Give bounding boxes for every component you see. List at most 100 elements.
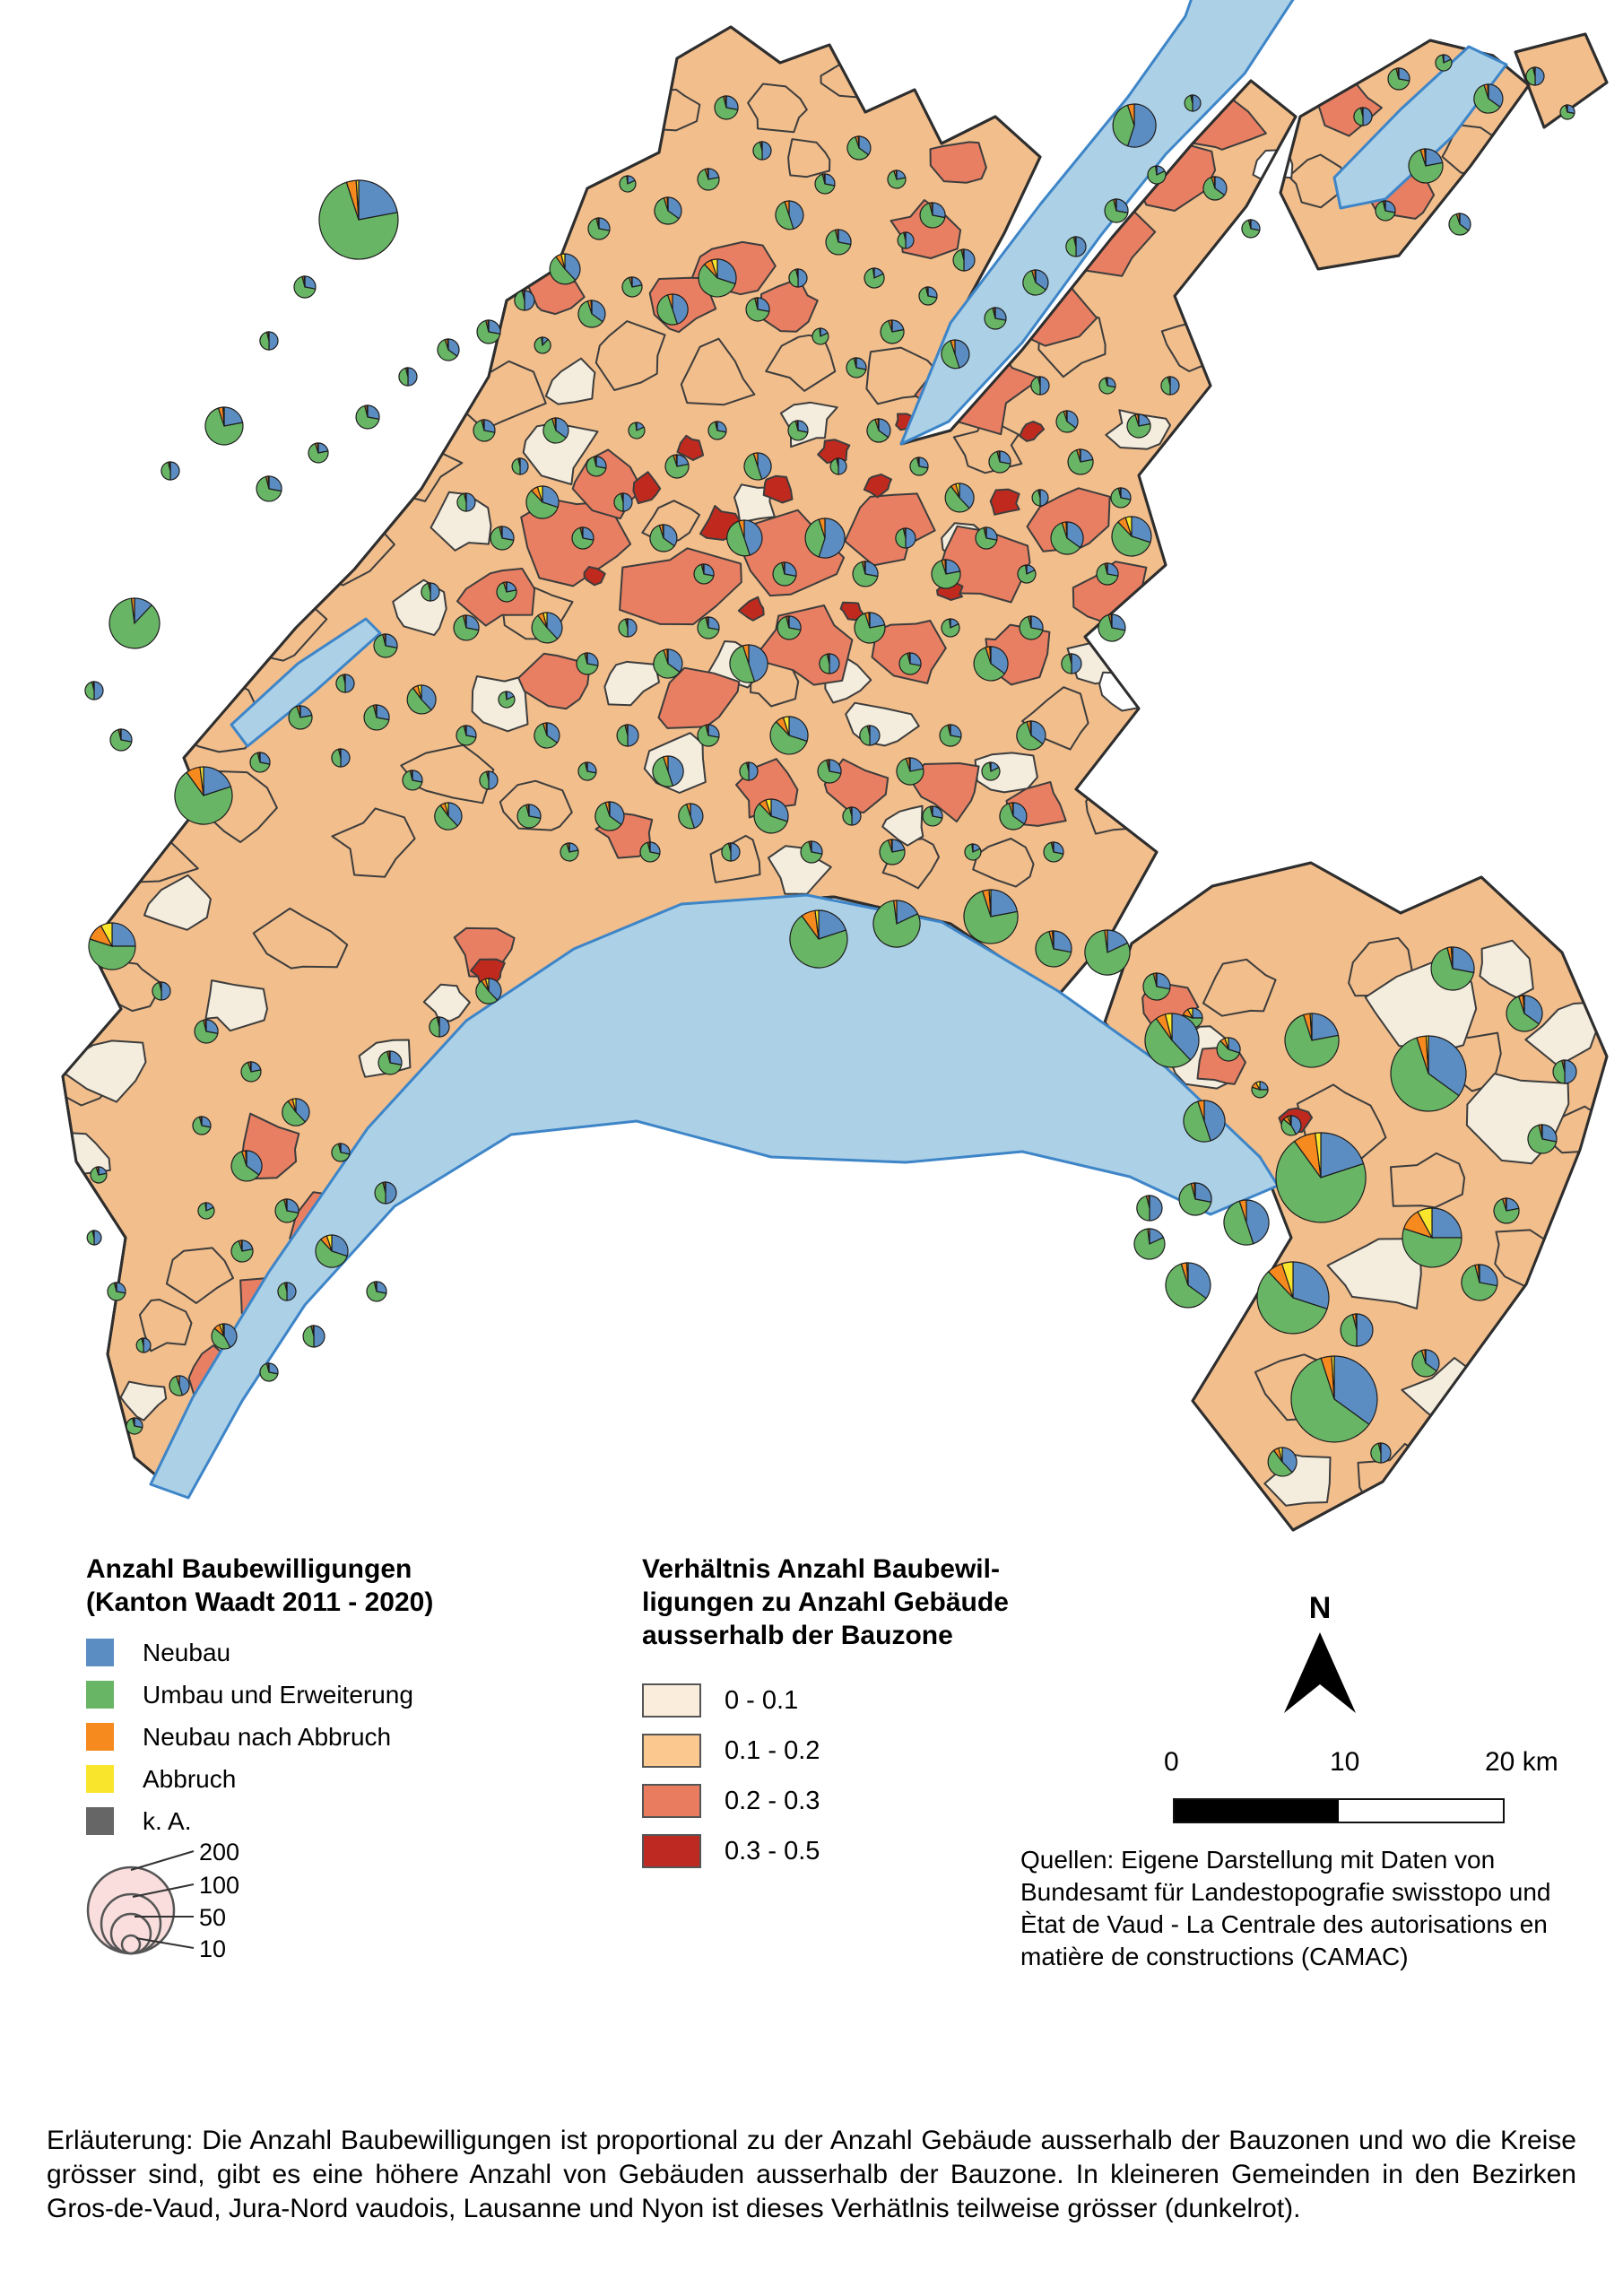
pie-slice [343,674,346,684]
pie-chart [534,722,560,749]
pie-chart [1110,487,1132,509]
pie-slice [282,1100,307,1126]
pie-slice [726,520,751,557]
pie-slice [525,490,559,519]
pie-chart [84,681,104,700]
pie-slice [609,801,625,826]
pie-chart [941,339,970,370]
pie-slice [1061,653,1072,674]
legend-item-ka: k. A. [86,1800,588,1842]
pie-slice [1096,562,1119,586]
pie-slice [872,267,875,279]
pie-chart [1527,1124,1558,1154]
pie-slice [743,519,763,556]
pie-chart [941,618,960,638]
pie-slice [984,307,1007,330]
pie-chart [1055,410,1079,433]
pie-slice [796,268,799,279]
pie-chart [1290,1355,1378,1443]
pie-slice [92,681,95,691]
pie-slice [1136,1195,1150,1222]
pie-slice [908,757,911,772]
municipality-area [844,492,936,567]
pie-slice [788,268,799,288]
pie-chart [772,561,797,587]
pie-slice [904,527,907,539]
pie-chart [825,229,852,256]
pie-chart [787,420,809,441]
pie-slice [1034,269,1037,283]
pie-slice [1249,219,1252,230]
pie-slice [421,582,431,602]
neubau-nach-abbruch-color-swatch [86,1723,114,1751]
pie-slice [339,748,342,759]
legend-item-umbau: Umbau und Erweiterung [86,1674,588,1716]
pie-slice [194,1019,219,1044]
municipality-area [165,1247,234,1304]
pie-slice [817,759,842,784]
pie-chart [1280,1115,1302,1136]
legend-item-label: k. A. [143,1806,192,1835]
pie-slice [595,456,597,467]
pie-slice [161,461,171,481]
pie-slice [465,492,476,512]
pie-slice [707,421,727,440]
pie-slice [630,276,633,288]
pie-slice [618,618,629,638]
pie-slice [464,492,467,503]
pie-slice [524,290,535,311]
pie-chart [429,1016,450,1038]
legend-item-label: Neubau [143,1638,231,1666]
pie-slice [782,716,790,736]
pie-chart [819,653,840,674]
pie-chart [109,728,133,752]
pie-slice [770,798,789,822]
pie-slice [1011,802,1014,817]
pie-slice [267,475,270,490]
pie-slice [1055,410,1077,433]
pie-slice [373,633,398,658]
pie-slice [716,258,737,285]
pie-slice [438,1016,440,1028]
pie-chart [1552,1059,1577,1084]
pie-slice [100,922,113,947]
pie-slice [107,1282,126,1301]
pie-slice [1043,841,1064,863]
pie-slice [586,761,588,772]
pie-slice [963,248,976,272]
pie-slice [1053,930,1072,953]
sources-line: matière de constructions (CAMAC) [1020,1943,1409,1970]
pie-chart [274,1198,299,1223]
pie-chart [288,705,313,730]
pie-slice [211,1327,231,1350]
pie-slice [730,842,741,862]
canton-border [1103,861,1609,1532]
pie-chart [698,258,737,298]
pie-slice [804,518,826,558]
pie-chart [1065,236,1087,257]
pie-slice [204,407,244,446]
pie-chart [963,889,1019,944]
pie-chart [1061,653,1082,674]
pie-slice [707,168,709,180]
pie-slice [1353,107,1364,126]
pie-slice [429,1016,440,1038]
pie-slice [761,141,772,161]
pie-slice [999,802,1025,831]
pie-slice [626,724,629,736]
pie-slice [268,331,279,351]
pie-slice [200,1116,203,1126]
pie-slice [258,752,261,763]
pie-slice [514,290,525,311]
municipality-area [747,83,808,134]
municipality-area [425,236,498,296]
pie-chart [398,367,418,387]
pie-slice [1029,615,1032,629]
pie-slice [1194,1182,1212,1204]
pie-slice [857,135,860,149]
pie-slice [447,338,449,351]
pie-chart [549,253,581,285]
pie-slice [534,336,551,354]
pie-slice [259,1362,279,1382]
pie-slice [1541,1124,1543,1140]
